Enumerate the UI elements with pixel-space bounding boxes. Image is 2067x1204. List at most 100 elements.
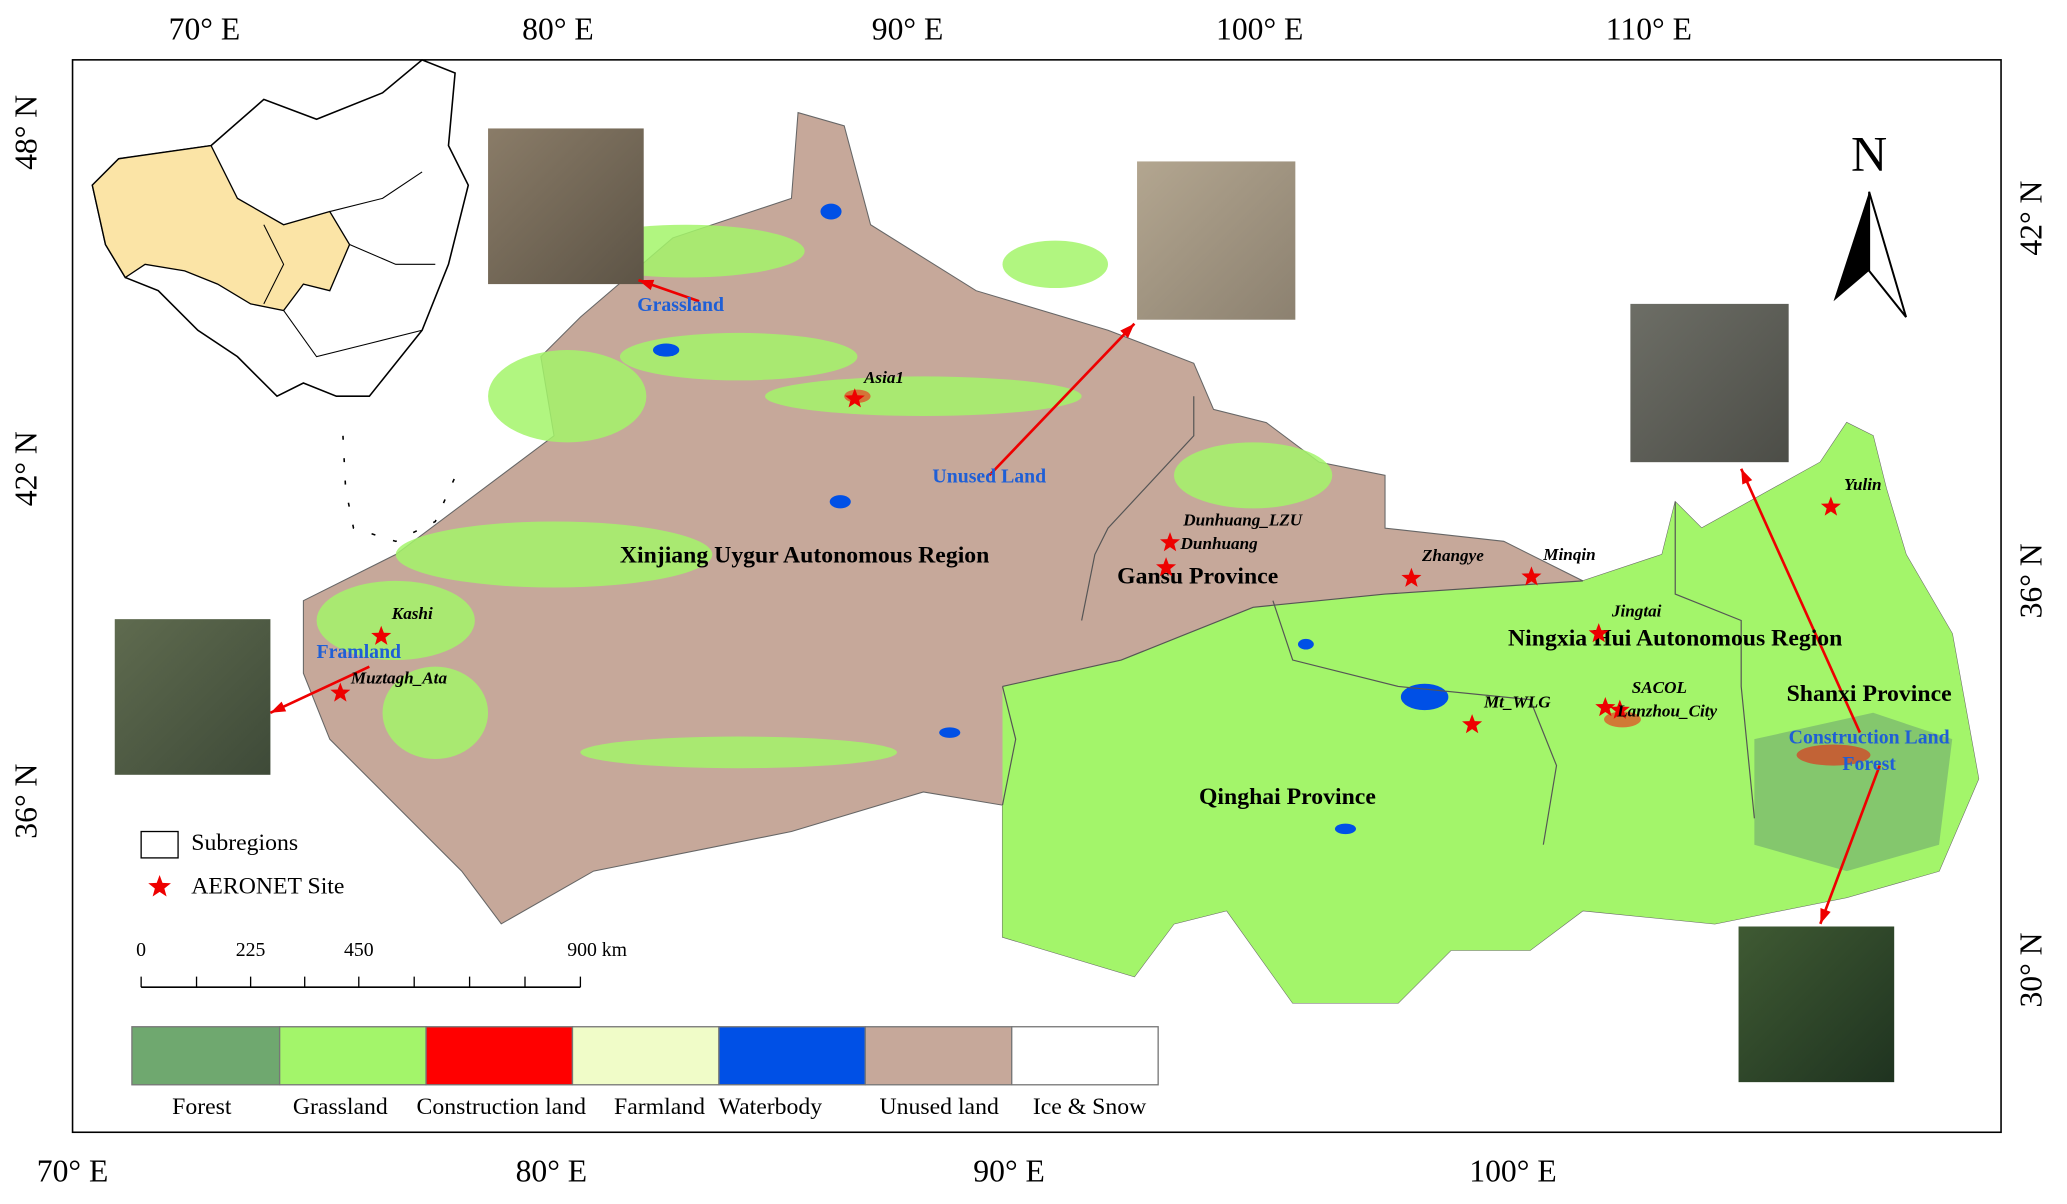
site-label: Lanzhou_City	[1616, 702, 1717, 721]
land-cover-label: Grassland	[293, 1094, 388, 1120]
aeronet-site	[330, 682, 351, 702]
land-cover-label: Construction land	[417, 1094, 587, 1120]
grassland-patch	[1173, 442, 1333, 509]
land-cover-swatch	[131, 1026, 281, 1086]
province-border	[349, 244, 436, 265]
subregion-border	[1001, 686, 1017, 806]
site-label: Asia1	[863, 368, 904, 387]
scale-label: 900 km	[567, 939, 627, 961]
arrow-head	[1741, 468, 1753, 485]
lon-label: 80° E	[516, 1154, 588, 1189]
land-cover-label: Waterbody	[719, 1094, 823, 1120]
lake	[1297, 638, 1314, 650]
subregion-border	[1081, 396, 1195, 621]
grassland-patch	[580, 736, 897, 769]
image-label: Framland	[317, 641, 402, 663]
grassland-patch	[382, 666, 489, 759]
land-cover-swatch	[718, 1026, 866, 1086]
subregion-legend-box	[140, 830, 179, 859]
region-label: Qinghai Province	[1199, 784, 1376, 810]
lon-label: 90° E	[973, 1154, 1045, 1189]
grassland-patch	[316, 580, 475, 661]
site-label: SACOL	[1632, 678, 1687, 697]
satellite-image	[488, 128, 644, 285]
construction-patch	[1604, 711, 1641, 728]
pointer-arrow	[1819, 765, 1881, 925]
grassland-patch	[1002, 240, 1109, 289]
site-label: Kashi	[391, 604, 433, 623]
lat-label: 30° N	[2013, 932, 2048, 1007]
study-area-inset	[91, 144, 351, 312]
lat-label: 42° N	[2013, 180, 2048, 255]
province-border	[283, 310, 423, 358]
site-label: Jingtai	[1611, 601, 1662, 620]
arrow-head	[1820, 908, 1831, 924]
aeronet-site	[844, 388, 865, 408]
scale-label: 450	[344, 939, 374, 961]
aeronet-site	[1521, 566, 1542, 586]
region-label: Shanxi Province	[1787, 681, 1952, 707]
land-cover-swatch	[278, 1026, 427, 1086]
lake	[820, 203, 842, 220]
satellite-image	[1630, 303, 1789, 463]
site-label: Mt_WLG	[1483, 693, 1551, 712]
lon-label: 80° E	[522, 11, 594, 46]
aeronet-site	[1462, 714, 1483, 734]
land-cover-label: Farmland	[614, 1094, 705, 1120]
north-arrow-left	[1833, 191, 1870, 302]
legend-label: AERONET Site	[191, 874, 344, 900]
subregion-border	[1002, 580, 1583, 688]
subregion-border	[1272, 600, 1558, 845]
land-cover-label: Ice & Snow	[1033, 1094, 1147, 1120]
region-label: Xinjiang Uygur Autonomous Region	[620, 543, 990, 569]
pointer-arrow	[269, 665, 370, 714]
image-label: Construction Land	[1789, 727, 1950, 749]
lat-label: 42° N	[8, 431, 43, 506]
north-arrow-right	[1868, 191, 1908, 318]
lon-label: 70° E	[37, 1154, 109, 1189]
province-border	[329, 171, 423, 213]
arrow-head	[638, 279, 655, 291]
land-cover-swatch	[1011, 1026, 1159, 1086]
lon-label: 70° E	[169, 11, 241, 46]
construction-patch	[1796, 744, 1871, 766]
scale-label: 0	[136, 939, 146, 961]
aeronet-site	[1595, 696, 1616, 717]
map-frame	[71, 59, 2002, 1134]
lake	[652, 343, 680, 357]
lat-label: 48° N	[8, 95, 43, 170]
lake	[829, 495, 851, 509]
land-cover-swatch	[571, 1026, 720, 1086]
grassland-patch	[765, 376, 1082, 417]
nine-dash-line	[342, 435, 463, 543]
site-label: Dunhuang	[1180, 534, 1259, 553]
aeronet-site	[1156, 557, 1177, 577]
lat-label: 36° N	[2013, 543, 2048, 618]
aeronet-site	[1588, 623, 1609, 643]
land-cover-swatch	[864, 1026, 1013, 1086]
site-label: Muztagh_Ata	[350, 669, 448, 688]
aeronet-site	[1159, 532, 1181, 552]
legend-label: Subregions	[191, 830, 298, 856]
grassland-patch	[619, 332, 858, 381]
aeronet-site	[1609, 699, 1630, 719]
north-label: N	[1851, 125, 1887, 181]
arrow-head	[1120, 323, 1135, 339]
site-legend-star	[148, 875, 171, 897]
lon-label: 110° E	[1606, 11, 1692, 46]
region-label: Gansu Province	[1117, 564, 1278, 590]
site-label: Minqin	[1542, 545, 1595, 564]
subregion-border	[1674, 501, 1755, 819]
lon-label: 90° E	[872, 11, 944, 46]
grassland-area	[1002, 422, 1979, 1004]
lon-label: 100° E	[1216, 11, 1303, 46]
pointer-arrow	[1739, 468, 1862, 734]
site-label: Zhangye	[1421, 546, 1484, 565]
aeronet-site	[371, 625, 392, 645]
land-cover-swatch	[425, 1026, 574, 1086]
aeronet-site	[1401, 567, 1422, 587]
lake	[939, 727, 961, 738]
site-label: Dunhuang_LZU	[1182, 510, 1304, 529]
